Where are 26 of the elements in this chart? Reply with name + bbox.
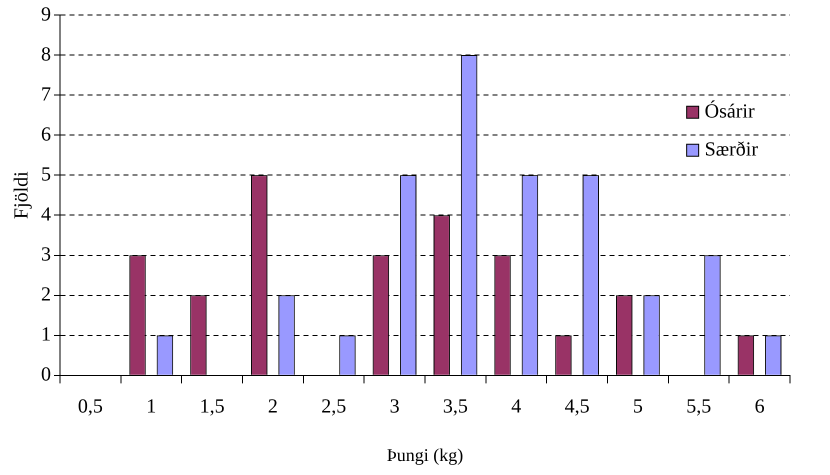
x-tick-label: 6 bbox=[754, 396, 765, 418]
x-tick-label: 5 bbox=[632, 396, 643, 418]
x-tick-label: 5,5 bbox=[686, 396, 712, 418]
y-tick-label: 7 bbox=[41, 83, 51, 106]
x-tick-label: 1 bbox=[146, 396, 156, 418]
x-tick-label: 2 bbox=[268, 396, 278, 418]
legend-label: Særðir bbox=[704, 138, 758, 161]
y-tick-label: 4 bbox=[41, 203, 51, 226]
y-tick-label: 8 bbox=[41, 43, 51, 66]
y-tick-label: 5 bbox=[41, 163, 51, 186]
y-axis-title: Fjöldi bbox=[10, 170, 32, 220]
x-tick-label: 3 bbox=[390, 396, 400, 418]
x-axis-title: Þungi (kg) bbox=[386, 444, 464, 465]
y-tick-label: 0 bbox=[41, 364, 51, 386]
x-tick-label: 2,5 bbox=[321, 396, 346, 418]
x-tick-label: 0,5 bbox=[78, 396, 103, 418]
y-tick-label: 1 bbox=[41, 324, 51, 346]
y-tick-label: 6 bbox=[41, 123, 51, 146]
legend-label: Ósárir bbox=[704, 100, 755, 123]
y-tick-label: 2 bbox=[41, 284, 51, 306]
x-tick-label: 4,5 bbox=[564, 396, 590, 418]
y-tick-label: 3 bbox=[41, 244, 51, 266]
x-tick-label: 4 bbox=[511, 396, 522, 418]
y-tick-label: 9 bbox=[41, 3, 51, 26]
x-tick-label: 3,5 bbox=[442, 396, 468, 418]
x-tick-label: 1,5 bbox=[200, 396, 225, 418]
